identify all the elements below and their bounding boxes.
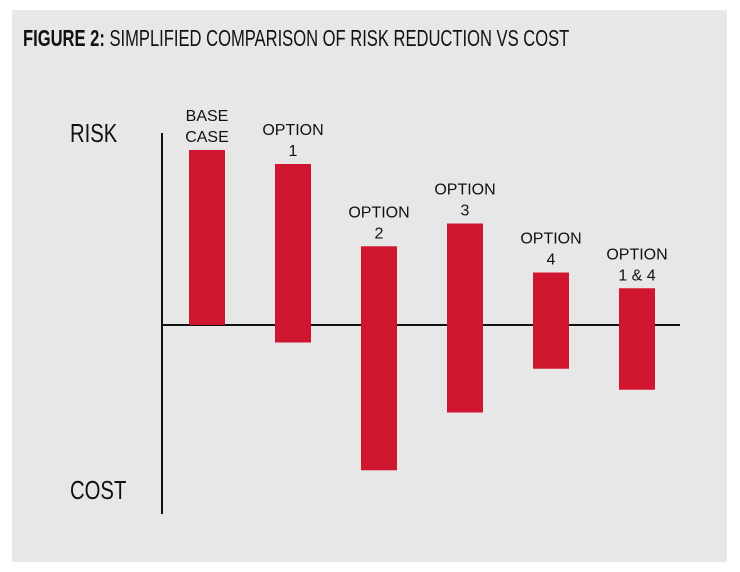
chart-title: FIGURE 2: SIMPLIFIED COMPARISON OF RISK …	[23, 25, 569, 52]
category-label-2-line-2: 1	[289, 143, 298, 160]
category-label-6-line-2: 1 & 4	[618, 267, 655, 284]
title-rest: SIMPLIFIED COMPARISON OF RISK REDUCTION …	[109, 25, 570, 51]
category-label-6-line-1: OPTION	[606, 246, 667, 263]
category-label-3-line-2: 2	[375, 225, 384, 242]
bar-5	[533, 272, 569, 369]
category-label-3-line-1: OPTION	[348, 204, 409, 221]
category-label-4-line-2: 3	[461, 203, 470, 220]
category-label-2-line-1: OPTION	[262, 122, 323, 139]
category-label-1-line-2: CASE	[185, 129, 229, 146]
bar-3	[361, 246, 397, 471]
bars-group	[189, 150, 655, 471]
category-label-4-line-1: OPTION	[434, 182, 495, 199]
category-label-5-line-2: 4	[547, 252, 556, 269]
bar-1	[189, 150, 225, 325]
bar-2	[275, 164, 311, 343]
bar-4	[447, 223, 483, 413]
axis-label-risk: RISK	[70, 118, 118, 148]
title-lead: FIGURE 2:	[23, 25, 105, 51]
category-label-1-line-1: BASE	[186, 108, 229, 125]
axis-label-cost: COST	[70, 475, 127, 505]
category-label-5-line-1: OPTION	[520, 231, 581, 248]
bar-6	[619, 288, 655, 390]
category-labels-group: BASE CASE OPTION 1 OPTION 2 OPTION 3 OPTION 4 OPTI…	[185, 108, 667, 284]
